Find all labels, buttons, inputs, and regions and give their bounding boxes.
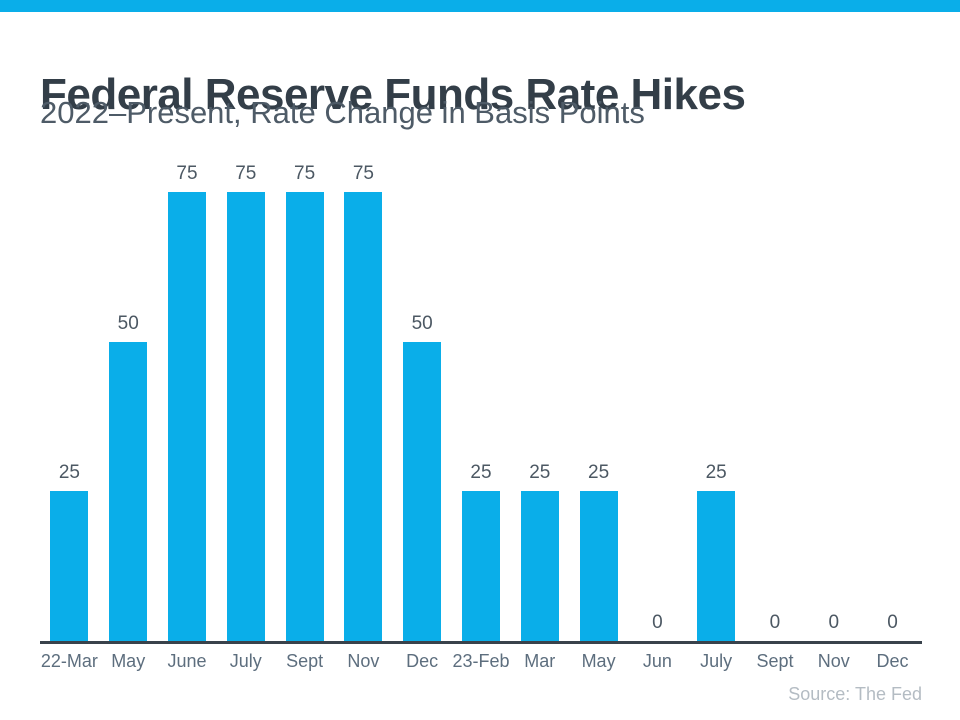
bar xyxy=(109,341,148,641)
bar-column: 25 xyxy=(40,161,99,641)
x-tick-label: Nov xyxy=(817,651,850,671)
bar xyxy=(520,491,559,641)
bar-value-label: 50 xyxy=(117,312,139,334)
bar-column: 75 xyxy=(216,161,275,641)
bar-value-label: 75 xyxy=(235,163,257,184)
bar-column: 75 xyxy=(158,161,217,641)
bar-value-label: 50 xyxy=(411,312,433,334)
x-tick-label: Dec xyxy=(876,651,909,671)
top-accent-bar xyxy=(0,0,960,12)
x-tick-label: Mar xyxy=(524,651,556,671)
page-subtitle: 2022–Present, Rate Change in Basis Point… xyxy=(40,95,645,130)
x-tick-label: Sept xyxy=(756,651,794,671)
bar-value-label: 25 xyxy=(470,462,492,484)
x-tick-label: July xyxy=(700,651,733,671)
x-tick-label: June xyxy=(167,651,207,671)
x-tick-label: May xyxy=(111,651,146,671)
x-axis-labels: 22-Mar May June July Sept Nov Dec 23-Feb Mar May J… xyxy=(40,650,922,672)
x-tick-label: Sept xyxy=(286,651,324,671)
bar xyxy=(285,192,324,641)
bar xyxy=(697,491,736,641)
bar-value-label: 75 xyxy=(176,163,198,184)
bar-value-label: 0 xyxy=(828,612,840,633)
x-tick-label: May xyxy=(581,651,616,671)
bar-value-label: 25 xyxy=(58,462,80,484)
x-tick-label: Nov xyxy=(347,651,380,671)
bar xyxy=(226,192,265,641)
bar-column: 75 xyxy=(334,161,393,641)
bar-column: 50 xyxy=(393,161,452,641)
bar-value-label: 25 xyxy=(529,462,551,484)
bar-value-label: 0 xyxy=(887,612,898,633)
bar-column: 0 xyxy=(746,161,805,641)
bar xyxy=(344,192,383,641)
x-tick-label: Jun xyxy=(642,651,672,671)
bar-value-label: 0 xyxy=(652,612,663,633)
bar xyxy=(167,192,206,641)
bar-column: 75 xyxy=(275,161,334,641)
x-tick-label: 23-Feb xyxy=(452,651,510,671)
bar-column: 0 xyxy=(628,161,687,641)
bar xyxy=(403,341,442,641)
bar-value-label: 0 xyxy=(769,612,781,633)
bar-column: 25 xyxy=(452,161,511,641)
bar-column: 25 xyxy=(687,161,746,641)
bar-value-label: 75 xyxy=(352,163,374,184)
bar xyxy=(461,491,500,641)
bar-column: 25 xyxy=(510,161,569,641)
source-note: Source: The Fed xyxy=(788,684,922,704)
plot: 25 50 75 75 75 75 50 25 25 25 0 25 0 0 0 xyxy=(40,161,922,641)
bar-value-label: 25 xyxy=(588,462,610,484)
x-axis-line xyxy=(40,641,922,644)
bar-column: 25 xyxy=(569,161,628,641)
bar-value-label: 75 xyxy=(294,163,316,184)
bar-value-label: 25 xyxy=(705,462,727,484)
x-tick-label: 22-Mar xyxy=(40,651,98,671)
bar xyxy=(579,491,618,641)
bar xyxy=(50,491,89,641)
page-title: Federal Reserve Funds Rate Hikes xyxy=(40,70,746,120)
x-tick-label: Dec xyxy=(406,651,439,671)
bar-chart: 25 50 75 75 75 75 50 25 25 25 0 25 0 0 0 22-Mar May June… xyxy=(40,161,922,705)
bar-column: 0 xyxy=(804,161,863,641)
x-tick-label: July xyxy=(229,651,262,671)
bar-column: 0 xyxy=(863,161,922,641)
bar-column: 50 xyxy=(99,161,158,641)
